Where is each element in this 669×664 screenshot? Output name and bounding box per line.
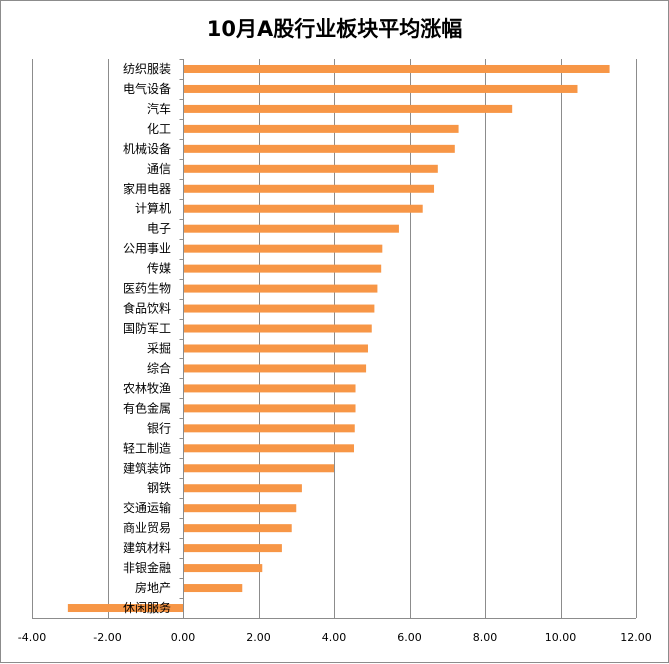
bar-5 <box>183 144 455 153</box>
category-label-26: 非银金融 <box>123 560 171 575</box>
category-label-12: 医药生物 <box>123 282 171 296</box>
x-tick-label-1: -2.00 <box>93 631 121 644</box>
x-tick-label-8: 12.00 <box>620 631 652 644</box>
chart-title: 10月A股行业板块平均涨幅 <box>206 17 463 41</box>
bar-18 <box>183 404 356 413</box>
bar-1 <box>183 64 610 73</box>
category-label-5: 机械设备 <box>123 141 171 156</box>
bar-14 <box>183 324 372 333</box>
bar-8 <box>183 204 423 213</box>
bar-26 <box>183 564 263 573</box>
category-label-14: 国防军工 <box>123 321 171 336</box>
bar-23 <box>183 504 297 513</box>
bar-10 <box>183 244 383 253</box>
x-tick-label-5: 6.00 <box>397 631 422 644</box>
bar-16 <box>183 364 367 373</box>
bar-27 <box>183 584 243 593</box>
category-label-2: 电气设备 <box>123 81 171 96</box>
category-label-19: 银行 <box>147 421 171 435</box>
category-label-17: 农林牧渔 <box>123 381 171 395</box>
bar-24 <box>183 524 292 533</box>
x-tick-label-4: 4.00 <box>322 631 347 644</box>
bar-9 <box>183 224 399 233</box>
bar-13 <box>183 304 375 313</box>
category-label-20: 轻工制造 <box>123 441 171 455</box>
category-label-23: 交通运输 <box>123 500 171 515</box>
bar-3 <box>183 104 513 113</box>
x-tick-label-3: 2.00 <box>246 631 271 644</box>
bar-7 <box>183 184 435 193</box>
category-label-4: 化工 <box>147 122 171 136</box>
bar-12 <box>183 284 378 293</box>
category-label-15: 采掘 <box>147 340 171 355</box>
bar-21 <box>183 464 334 473</box>
category-label-24: 商业贸易 <box>123 520 171 535</box>
x-tick-label-0: -4.00 <box>18 631 46 644</box>
category-label-22: 钢铁 <box>147 481 171 495</box>
category-label-25: 建筑材料 <box>123 540 171 555</box>
category-label-21: 建筑装饰 <box>123 460 171 475</box>
category-label-7: 家用电器 <box>123 181 171 196</box>
bar-11 <box>183 264 382 273</box>
x-tick-label-6: 8.00 <box>473 631 498 644</box>
x-tick-label-2: 0.00 <box>171 631 196 644</box>
bar-22 <box>183 484 302 493</box>
category-label-6: 通信 <box>147 162 171 176</box>
bar-15 <box>183 344 368 353</box>
bar-25 <box>183 544 282 553</box>
bar-20 <box>183 444 355 453</box>
category-label-8: 计算机 <box>135 201 171 216</box>
category-label-27: 房地产 <box>135 580 171 595</box>
category-label-3: 汽车 <box>147 101 171 116</box>
bar-19 <box>183 424 355 433</box>
bar-28 <box>67 604 183 613</box>
category-label-10: 公用事业 <box>123 242 171 256</box>
bar-4 <box>183 124 459 133</box>
category-label-9: 电子 <box>147 222 171 236</box>
x-tick-label-7: 10.00 <box>545 631 577 644</box>
category-label-13: 食品饮料 <box>123 301 171 316</box>
category-label-1: 纺织服装 <box>123 62 171 76</box>
bar-17 <box>183 384 356 393</box>
category-label-28: 休闲服务 <box>123 600 171 615</box>
bar-6 <box>183 164 438 173</box>
category-label-16: 综合 <box>147 360 171 375</box>
category-label-18: 有色金属 <box>123 400 171 415</box>
category-label-11: 传媒 <box>147 261 171 276</box>
bar-2 <box>183 84 578 93</box>
